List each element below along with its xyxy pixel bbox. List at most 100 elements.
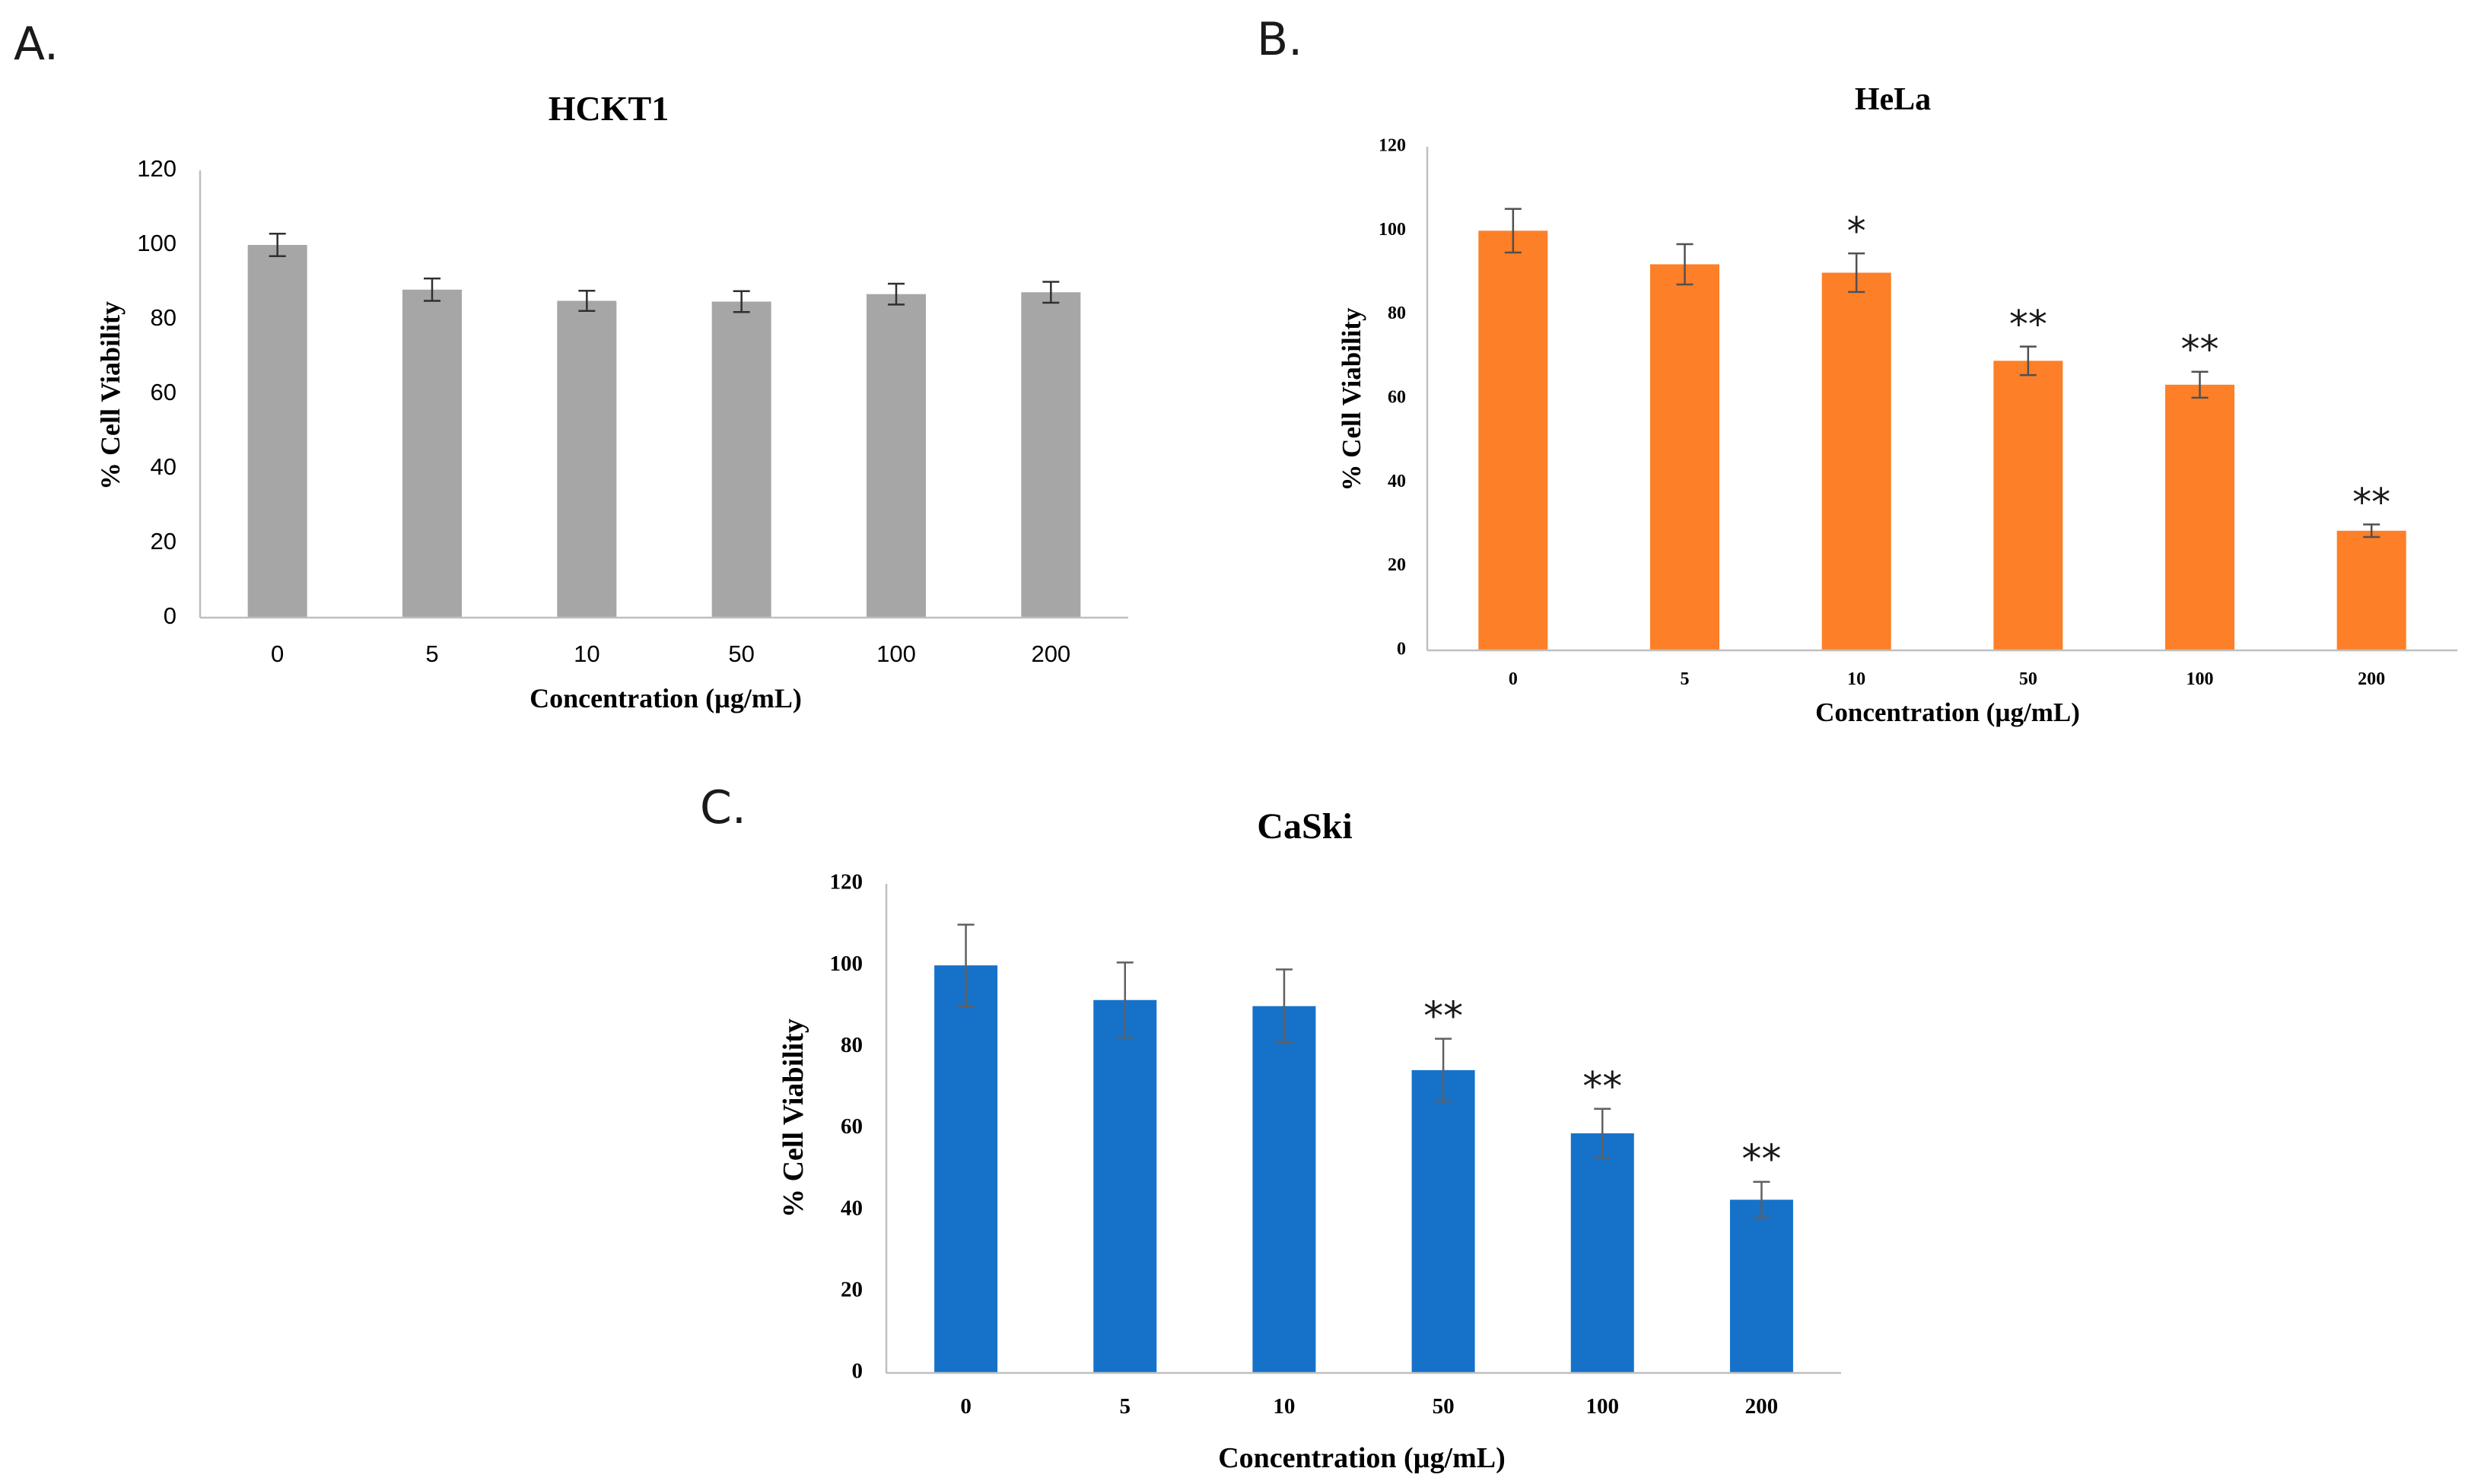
- y-tick-label: 0: [164, 602, 177, 629]
- x-tick-label: 5: [425, 640, 438, 667]
- x-tick-label: 10: [1847, 669, 1865, 689]
- y-tick-label: 60: [1388, 388, 1406, 408]
- error-bar: [1116, 961, 1134, 1039]
- y-tick-label: 40: [151, 453, 177, 480]
- significance-marker: **: [1741, 1137, 1781, 1183]
- x-tick-label: 100: [2187, 669, 2214, 689]
- x-tick-label: 200: [2358, 669, 2385, 689]
- error-bar: [578, 290, 596, 312]
- chart-panel-a: HCKT1 Concentration (µg/mL) % Cell Viabi…: [95, 89, 1128, 713]
- x-tick-label: 10: [574, 640, 600, 667]
- chart-panel-c: CaSki Concentration (µg/mL) % Cell Viabi…: [778, 806, 1841, 1474]
- chart-title: HeLa: [1855, 82, 1931, 117]
- x-tick-label: 200: [1745, 1394, 1779, 1419]
- x-tick-label: 0: [1509, 669, 1518, 689]
- chart-title: CaSki: [1257, 806, 1352, 847]
- error-bar: [1753, 1181, 1770, 1219]
- error-bar: [1042, 281, 1060, 304]
- y-tick-label: 40: [1388, 472, 1406, 491]
- x-tick-label: 5: [1120, 1394, 1131, 1419]
- significance-marker: **: [1423, 994, 1463, 1040]
- error-bar: [269, 233, 286, 257]
- x-axis-label: Concentration (µg/mL): [530, 683, 802, 713]
- plot-area: 0 20 40 60 80 100 120 0 5 10 50 100 200: [137, 155, 1128, 667]
- error-bar: [1676, 243, 1694, 286]
- significance-marker: **: [1582, 1064, 1622, 1110]
- bar: [1093, 999, 1157, 1373]
- bar: [1993, 361, 2063, 650]
- y-tick-label: 100: [137, 230, 177, 256]
- y-axis-label: % Cell Viability: [95, 301, 126, 490]
- error-bar: [2191, 370, 2209, 399]
- y-tick-label: 0: [1397, 640, 1406, 659]
- bar: [1478, 230, 1548, 650]
- y-tick-label: 20: [841, 1277, 863, 1301]
- y-tick-label: 60: [841, 1114, 863, 1139]
- chart-panel-b: HeLa Concentration (µg/mL) % Cell Viabil…: [1337, 82, 2457, 727]
- bar: [247, 245, 307, 618]
- error-bar: [2363, 523, 2381, 539]
- error-bar: [733, 290, 750, 313]
- x-axis-label: Concentration (µg/mL): [1218, 1442, 1506, 1474]
- x-tick-label: 0: [271, 640, 284, 667]
- x-tick-label: 200: [1031, 640, 1070, 667]
- bar: [1021, 292, 1081, 618]
- y-tick-label: 40: [841, 1196, 863, 1220]
- plot-area: 0 20 40 60 80 100 120 0 5 * 10 ** 50 ** 100 ** 200: [1379, 136, 2457, 689]
- y-axis-label: % Cell Viability: [1337, 307, 1366, 491]
- significance-marker: **: [2181, 328, 2219, 372]
- y-tick-label: 80: [1388, 303, 1406, 323]
- error-bar: [1848, 252, 1865, 294]
- y-tick-label: 120: [1379, 136, 1406, 156]
- x-tick-label: 50: [728, 640, 754, 667]
- bar: [1411, 1069, 1475, 1373]
- x-axis-label: Concentration (µg/mL): [1815, 698, 2080, 727]
- bar: [2336, 530, 2406, 650]
- y-tick-label: 0: [852, 1359, 863, 1384]
- y-tick-label: 100: [830, 952, 863, 976]
- y-tick-label: 80: [841, 1033, 863, 1057]
- x-tick-label: 0: [960, 1394, 972, 1419]
- panel-letter-b: B.: [1257, 13, 1302, 66]
- error-bar: [957, 923, 975, 1007]
- y-tick-label: 20: [151, 528, 177, 555]
- x-tick-label: 50: [2019, 669, 2037, 689]
- error-bar: [2019, 345, 2037, 377]
- y-tick-label: 100: [1379, 220, 1406, 240]
- error-bar: [888, 282, 905, 306]
- y-axis-label: % Cell Viability: [778, 1018, 809, 1218]
- y-tick-label: 120: [830, 870, 863, 895]
- panel-letter-a: A.: [14, 17, 59, 71]
- bar: [1252, 1006, 1316, 1373]
- x-tick-label: 5: [1681, 669, 1690, 689]
- y-tick-label: 20: [1388, 555, 1406, 575]
- error-bar: [1594, 1107, 1611, 1159]
- x-tick-label: 10: [1273, 1394, 1295, 1419]
- bar: [1570, 1133, 1634, 1373]
- bar: [402, 289, 462, 618]
- bar: [711, 301, 771, 618]
- error-bar: [424, 277, 440, 302]
- plot-area: 0 20 40 60 80 100 120 0 5 10 ** 50 ** 100 ** 200: [830, 870, 1841, 1419]
- bar: [867, 294, 926, 618]
- bar: [1729, 1200, 1793, 1373]
- error-bar: [1504, 208, 1522, 254]
- bar: [2165, 384, 2234, 650]
- significance-marker: **: [2352, 481, 2390, 525]
- y-tick-label: 120: [137, 155, 177, 182]
- y-tick-label: 60: [151, 379, 177, 405]
- x-tick-label: 100: [1586, 1394, 1620, 1419]
- panel-letter-c: C.: [700, 781, 746, 834]
- error-bar: [1435, 1038, 1452, 1103]
- y-tick-label: 80: [151, 304, 177, 331]
- x-tick-label: 100: [876, 640, 916, 667]
- bar: [557, 300, 617, 618]
- significance-marker: *: [1847, 209, 1866, 253]
- bar: [934, 965, 998, 1373]
- x-tick-label: 50: [1433, 1394, 1455, 1419]
- error-bar: [1275, 968, 1293, 1044]
- chart-title: HCKT1: [549, 89, 669, 128]
- bar: [1650, 264, 1719, 650]
- bar: [1821, 272, 1891, 650]
